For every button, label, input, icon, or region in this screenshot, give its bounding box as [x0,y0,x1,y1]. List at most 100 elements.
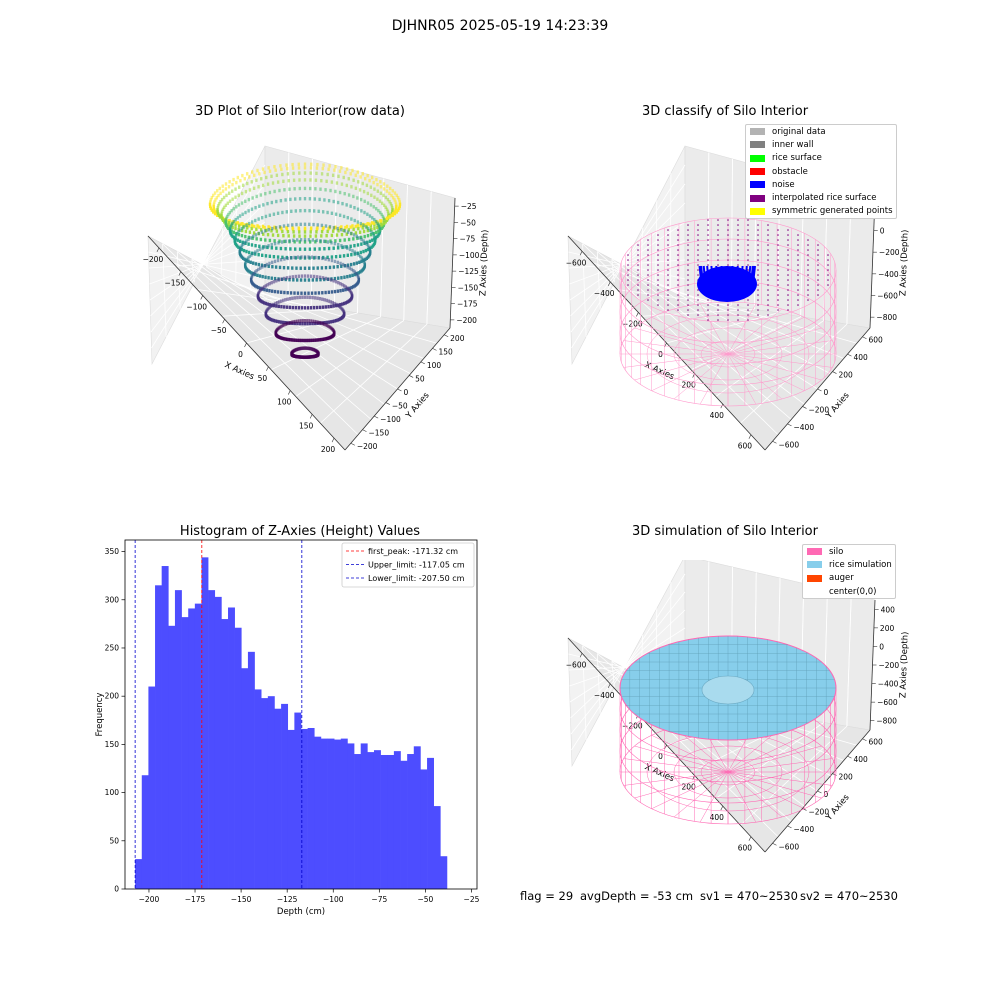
surface-point [637,279,639,281]
simulation-legend-item: auger [803,572,895,585]
data-point [320,223,324,228]
surface-point [807,284,809,286]
data-point [308,186,312,191]
data-point [342,254,346,258]
data-point [353,284,356,288]
data-point [321,305,325,309]
data-point [237,193,240,198]
data-point [320,229,324,234]
data-point [327,167,330,172]
surface-point [687,264,689,266]
surface-point [727,309,729,311]
sim-silo-floor-ring [700,758,756,786]
data-point [372,221,375,225]
data-point [315,305,319,310]
data-point [244,199,247,204]
data-point [282,224,286,228]
data-point [344,225,347,230]
data-point [272,212,276,216]
data-point [331,301,334,305]
y-tick [362,429,367,432]
data-point [258,204,261,208]
data-point [231,197,234,201]
surface-point [677,274,679,276]
data-point [279,290,283,294]
data-point [264,245,267,249]
data-point [343,275,346,279]
classify-legend: original data inner wall rice surface obsta… [745,124,897,220]
data-point [220,215,223,219]
data-point [208,202,212,206]
data-point [332,279,335,283]
data-point [285,227,289,231]
data-point [246,181,249,186]
y-tick-label: 100 [427,361,442,370]
data-point [245,239,248,243]
data-point [278,265,282,270]
data-point [278,188,281,193]
data-point [309,166,313,170]
data-point [333,276,337,281]
surface-point [777,254,779,256]
surface-point [647,264,649,266]
surface-point [807,289,809,291]
surface-point [787,259,789,261]
data-point [344,263,347,268]
data-point [313,338,316,342]
data-point [303,338,307,343]
surface-point [787,304,789,306]
data-point [238,239,242,244]
classify-legend-item: interpolated rice surface [746,191,896,204]
surface-point [747,234,749,236]
data-point [245,223,248,227]
noise-streak [747,265,752,285]
data-point [267,276,270,280]
histogram-bar [314,736,322,889]
data-point [324,290,327,295]
surface-point [697,229,699,231]
y-tick-label: 200 [450,334,465,343]
data-point [284,322,287,326]
data-point [316,162,319,167]
data-point [261,216,264,220]
data-point [336,303,339,308]
data-point [279,246,283,251]
data-point [283,337,286,341]
surface-point [687,299,689,301]
data-point [236,221,240,225]
data-point [329,188,332,193]
surface-point [677,294,679,296]
z-tick-label: −100 [459,251,480,260]
surface-point [807,269,809,271]
z-tick-label: −200 [456,316,477,325]
data-point [276,301,279,305]
surface-point [827,274,829,276]
data-point [270,174,273,179]
data-point [330,241,333,245]
surface-point [707,254,709,256]
noise-streak [740,265,744,285]
legend-label: Upper_limit: -117.05 cm [368,561,465,570]
histogram-bar [407,754,415,889]
surface-point [677,234,679,236]
surface-point [697,259,699,261]
data-point [397,206,401,210]
surface-point [737,234,739,236]
surface-point [707,259,709,261]
surface-point [657,249,659,251]
data-point [353,270,356,274]
data-point [333,330,336,335]
surface-point [747,224,749,226]
data-point [255,237,258,241]
data-point [322,163,325,167]
data-point [296,319,299,323]
data-point [303,295,307,299]
data-point [209,200,212,204]
data-point [348,274,352,278]
data-point [340,225,343,229]
grid-line [380,178,385,317]
data-point [298,247,302,251]
data-point [303,222,307,226]
data-point [373,236,377,241]
data-point [342,175,345,180]
